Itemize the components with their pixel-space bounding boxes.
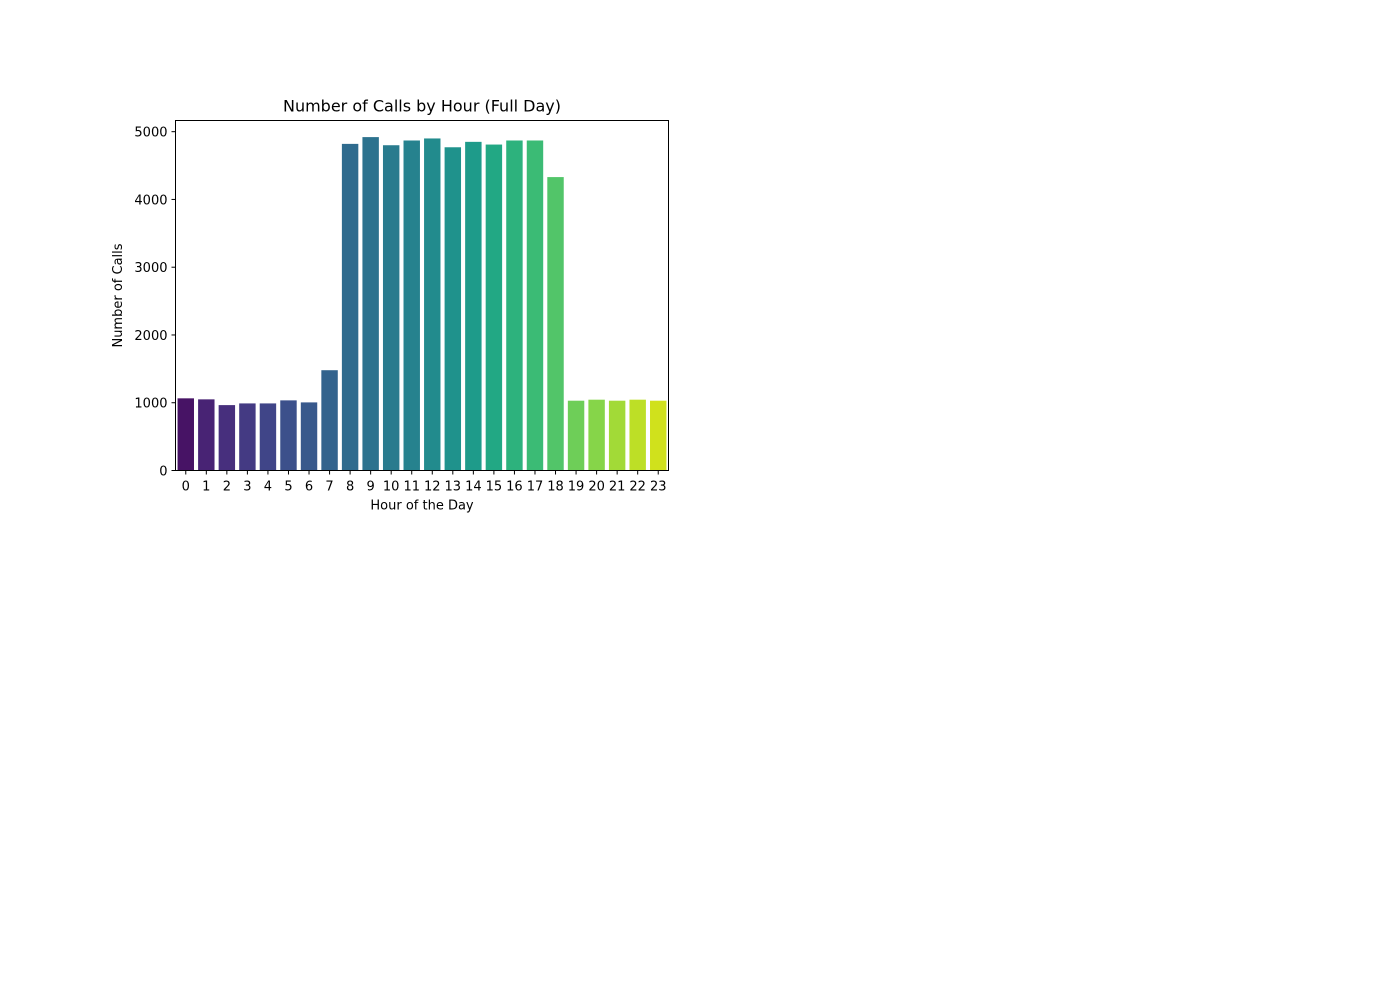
bar-hour-14 <box>465 141 482 471</box>
bar-hour-8 <box>341 143 359 471</box>
x-tick-label: 7 <box>325 480 333 495</box>
x-axis-title: Hour of the Day <box>370 499 474 514</box>
y-tick-label: 3000 <box>134 261 167 276</box>
y-tick-label: 2000 <box>134 329 167 344</box>
x-tick-label: 6 <box>305 480 313 495</box>
x-tick-label: 17 <box>527 480 544 495</box>
x-tick-label: 1 <box>202 480 210 495</box>
x-tick-label: 9 <box>367 480 375 495</box>
bar-hour-6 <box>300 402 318 471</box>
x-tick-label: 2 <box>223 480 231 495</box>
x-tick-label: 16 <box>506 480 523 495</box>
x-tick-label: 23 <box>650 480 667 495</box>
bar-hour-21 <box>608 400 626 471</box>
bar-hour-19 <box>567 400 585 471</box>
x-tick-label: 15 <box>486 480 503 495</box>
bar-hour-3 <box>239 403 256 471</box>
bar-hour-0 <box>177 398 194 471</box>
y-tick-label: 5000 <box>134 126 167 141</box>
bar-hour-10 <box>382 145 400 471</box>
x-tick-label: 0 <box>182 480 190 495</box>
x-tick-label: 22 <box>629 480 646 495</box>
x-tick-label: 12 <box>424 480 441 495</box>
x-tick-label: 3 <box>243 480 251 495</box>
y-tick-label: 4000 <box>134 193 167 208</box>
bar-hour-18 <box>547 177 564 471</box>
x-tick-label: 8 <box>346 480 354 495</box>
x-tick-label: 14 <box>465 480 482 495</box>
bar-hour-5 <box>280 400 297 471</box>
y-tick-label: 1000 <box>134 397 167 412</box>
bar-hour-9 <box>362 137 379 471</box>
x-tick-label: 13 <box>445 480 462 495</box>
bar-hour-22 <box>629 399 646 471</box>
bar-hour-11 <box>403 140 420 471</box>
bar-hour-20 <box>588 399 605 471</box>
x-tick-label: 5 <box>284 480 292 495</box>
bar-hour-4 <box>259 403 277 471</box>
bar-hour-23 <box>650 400 667 471</box>
bar-hour-16 <box>506 140 523 471</box>
bar-hour-12 <box>424 138 441 471</box>
x-axis: 0 1 2 3 4 5 6 7 8 9 10 11 12 13 14 15 16 17 18 19 20 21 22 23 <box>182 470 667 495</box>
x-tick-label: 19 <box>568 480 585 495</box>
chart-title: Number of Calls by Hour (Full Day) <box>283 97 561 116</box>
bar-hour-7 <box>321 370 338 471</box>
y-axis: 0 1000 2000 3000 4000 5000 <box>134 126 176 480</box>
x-tick-label: 10 <box>383 480 400 495</box>
x-tick-label: 4 <box>264 480 272 495</box>
x-tick-label: 21 <box>609 480 626 495</box>
x-tick-label: 11 <box>403 480 420 495</box>
x-tick-label: 20 <box>588 480 605 495</box>
y-axis-title: Number of Calls <box>111 243 126 347</box>
bar-hour-17 <box>526 140 544 471</box>
bar-hour-15 <box>485 144 503 471</box>
x-tick-label: 18 <box>547 480 564 495</box>
bar-hour-1 <box>198 399 215 471</box>
bar-hour-13 <box>444 147 462 471</box>
y-tick-label: 0 <box>159 465 167 480</box>
bars-group <box>177 137 667 471</box>
bar-hour-2 <box>218 405 236 471</box>
plot-frame <box>175 120 669 471</box>
